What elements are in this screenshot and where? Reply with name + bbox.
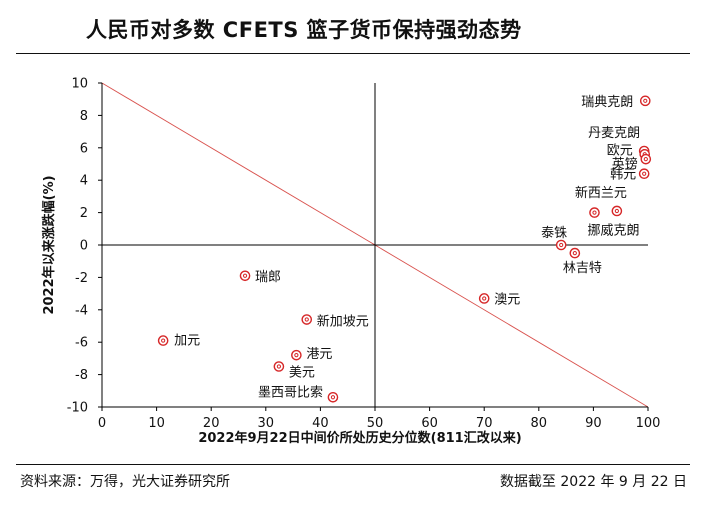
data-point-outer — [640, 153, 652, 165]
y-tick-label: 6 — [80, 141, 88, 156]
data-point-inner — [643, 157, 648, 162]
data-point-label: 英镑 — [612, 156, 638, 172]
chart-title: 人民币对多数 CFETS 篮子货币保持强劲态势 — [86, 18, 522, 42]
x-tick-label: 100 — [636, 416, 661, 431]
x-tick-label: 10 — [148, 416, 165, 431]
data-point-inner — [330, 395, 336, 400]
data-point-inner — [614, 208, 619, 214]
data-point-label: 新加坡元 — [317, 314, 369, 330]
data-point-label: 澳元 — [494, 291, 520, 307]
scatter-chart: 0 10 20 30 40 50 60 70 80 90 100 -10 -8 -6 -4 -2 0 2 4 6 8 10… — [41, 77, 660, 447]
data-point-outer — [555, 239, 567, 251]
data-point-inner — [559, 242, 564, 248]
x-axis-title: 2022年9月22日中间价所处历史分位数(811汇改以来) — [198, 430, 521, 446]
data-point-outer — [478, 293, 490, 304]
data-point-outer — [327, 391, 339, 403]
y-tick-label: 8 — [80, 109, 88, 124]
data-point-outer — [639, 95, 651, 107]
data-point-inner — [276, 364, 282, 369]
x-tick-label: 30 — [258, 416, 275, 431]
y-tick-label: 2 — [80, 206, 88, 221]
data-point-inner — [161, 338, 166, 343]
data-point-outer — [239, 270, 251, 282]
data-point-outer — [569, 247, 581, 259]
data-point-inner — [592, 210, 597, 215]
x-tick-label: 80 — [531, 416, 548, 431]
data-point-inner — [642, 171, 647, 176]
y-tick-label: 0 — [80, 239, 88, 254]
data-point-inner — [294, 353, 299, 358]
data-point-inner — [572, 251, 577, 256]
data-point-outer — [291, 349, 302, 361]
data-point-inner — [482, 296, 487, 301]
y-tick-label: -10 — [67, 401, 88, 416]
data-points — [157, 95, 652, 403]
data-point-inner — [242, 273, 248, 278]
data-point-label: 港元 — [306, 347, 332, 362]
y-tick-label: -6 — [75, 336, 88, 351]
data-point-label: 丹麦克朗 — [588, 126, 640, 141]
data-point-inner — [304, 317, 309, 322]
y-tick-label: 10 — [71, 77, 88, 92]
data-point-outer — [638, 168, 650, 180]
data-point-outer — [157, 335, 169, 346]
x-tick-label: 40 — [312, 416, 329, 431]
data-point-label: 加元 — [174, 334, 200, 349]
data-point-label: 韩元 — [610, 168, 636, 183]
y-tick-label: -4 — [75, 303, 88, 318]
as-of-date: 数据截至 2022 年 9 月 22 日 — [499, 474, 687, 490]
data-point-outer — [589, 207, 600, 218]
source-note: 资料来源：万得，光大证券研究所 — [20, 474, 230, 490]
data-point-label: 墨西哥比索 — [258, 385, 323, 400]
y-tick-label: -2 — [75, 271, 88, 286]
x-tick-label: 70 — [476, 416, 493, 431]
data-point-outer — [301, 314, 313, 325]
y-axis-title: 2022年以来涨跌幅(%) — [41, 175, 57, 314]
x-tick-label: 50 — [367, 416, 384, 431]
data-point-outer — [611, 205, 623, 217]
footer-divider — [16, 464, 690, 465]
data-point-label: 欧元 — [607, 143, 633, 158]
data-point-label: 新西兰元 — [575, 185, 627, 201]
data-point-label: 泰铢 — [541, 225, 567, 241]
x-tick-label: 0 — [98, 416, 106, 431]
data-point-inner — [643, 98, 648, 103]
x-tick-label: 90 — [585, 416, 602, 431]
title-divider — [16, 53, 690, 54]
data-point-label: 挪威克朗 — [587, 224, 639, 239]
y-tick-label: -8 — [75, 368, 88, 383]
x-tick-label: 20 — [203, 416, 220, 431]
x-tick-label: 60 — [421, 416, 438, 431]
data-point-label: 瑞典克朗 — [581, 95, 633, 110]
data-point-label: 林吉特 — [563, 261, 602, 276]
y-tick-label: 4 — [80, 174, 88, 189]
data-point-label: 瑞郎 — [255, 270, 281, 285]
axes: 0 10 20 30 40 50 60 70 80 90 100 -10 -8 -6 -4 -2 0 2 4 6 8 10… — [41, 77, 660, 447]
data-point-outer — [273, 361, 285, 372]
data-point-label: 美元 — [289, 366, 315, 381]
